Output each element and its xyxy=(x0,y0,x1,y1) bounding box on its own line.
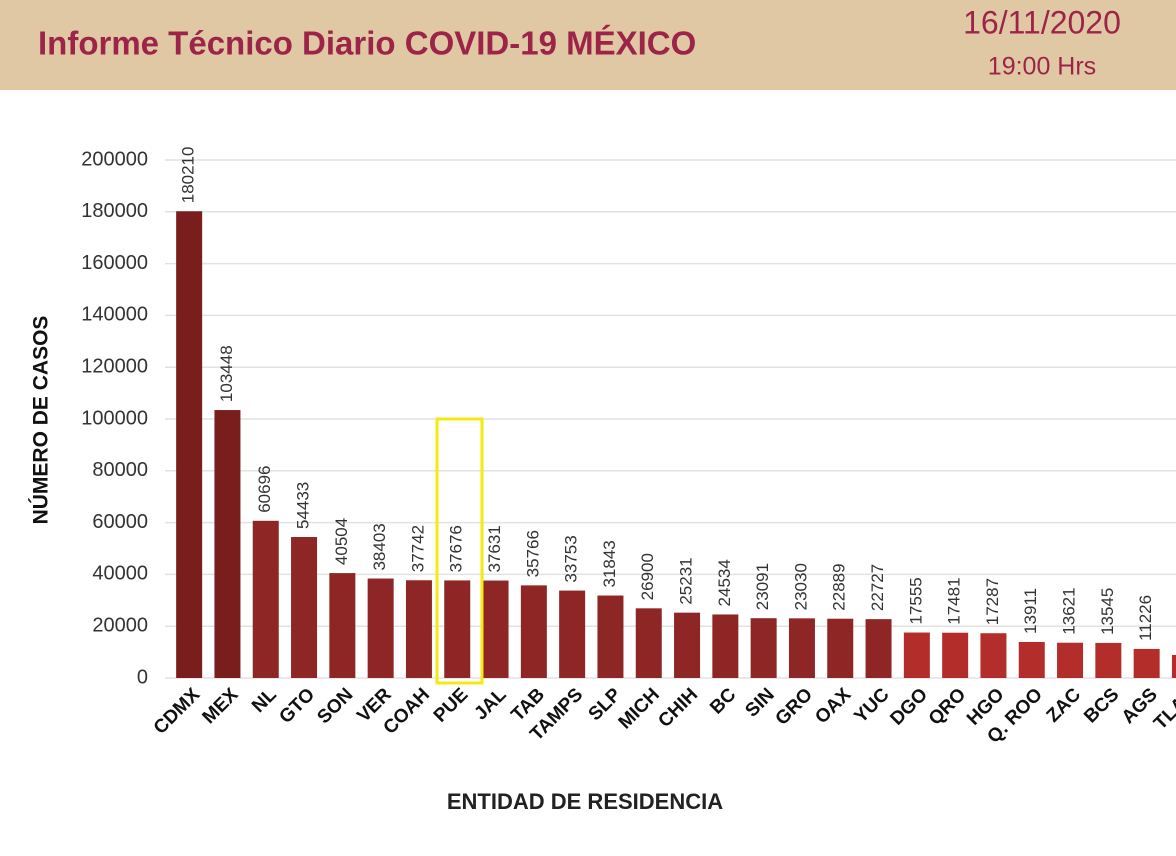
bar xyxy=(903,632,930,678)
value-label: 37631 xyxy=(485,525,504,572)
bar xyxy=(865,619,892,678)
bar xyxy=(1018,641,1045,678)
x-tick-label: MEX xyxy=(199,684,243,728)
y-tick-label: 200000 xyxy=(81,148,148,170)
x-tick-label: BCS xyxy=(1080,684,1123,727)
x-tick-label: CHIH xyxy=(654,684,702,732)
value-label: 23030 xyxy=(791,563,810,610)
value-label: 103448 xyxy=(217,345,236,402)
y-tick-label: 180000 xyxy=(81,200,148,222)
value-label: 13621 xyxy=(1060,587,1079,634)
bar xyxy=(405,580,432,678)
bar xyxy=(827,618,854,678)
x-tick-label: CDMX xyxy=(150,684,205,739)
x-tick-label: MICH xyxy=(615,684,664,733)
value-label: 25231 xyxy=(677,557,696,604)
value-label: 38403 xyxy=(370,523,389,570)
bar xyxy=(750,618,777,678)
value-label: 8900 xyxy=(1174,609,1176,647)
header-band xyxy=(0,0,1176,90)
value-label: 24534 xyxy=(715,559,734,606)
y-tick-label: 0 xyxy=(137,666,148,688)
value-label: 54433 xyxy=(294,482,313,529)
bar xyxy=(291,537,318,678)
value-label: 17287 xyxy=(983,578,1002,625)
y-tick-label: 100000 xyxy=(81,407,148,429)
y-tick-label: 60000 xyxy=(92,511,148,533)
y-axis-title: NÚMERO DE CASOS xyxy=(29,316,53,525)
bar xyxy=(1057,642,1084,678)
value-label: 23091 xyxy=(753,563,772,610)
x-tick-label: GTO xyxy=(275,684,319,728)
x-tick-label: DGO xyxy=(886,684,931,729)
x-tick-label: YUC xyxy=(850,684,893,727)
value-label: 17481 xyxy=(945,577,964,624)
bar xyxy=(1133,648,1160,678)
bar xyxy=(520,585,547,678)
bar xyxy=(942,632,969,678)
bar xyxy=(444,580,471,678)
x-tick-label: ZAC xyxy=(1043,684,1086,727)
bar xyxy=(252,520,279,678)
x-tick-label: PUE xyxy=(430,684,472,726)
y-tick-label: 160000 xyxy=(81,252,148,274)
value-label: 11226 xyxy=(1136,595,1155,641)
y-tick-label: 40000 xyxy=(92,563,148,585)
bar xyxy=(635,608,662,678)
header-date: 16/11/2020 xyxy=(963,4,1121,40)
value-label: 13545 xyxy=(1098,588,1117,635)
bar xyxy=(788,618,815,678)
value-label: 37676 xyxy=(447,525,466,572)
value-label: 35766 xyxy=(523,530,542,577)
value-label: 13911 xyxy=(1021,588,1040,634)
value-label: 180210 xyxy=(179,147,198,204)
bar xyxy=(980,633,1007,678)
value-label: 37742 xyxy=(408,525,427,572)
value-label: 40504 xyxy=(332,518,351,565)
bar xyxy=(1171,654,1176,678)
bar xyxy=(367,578,394,678)
bar xyxy=(674,612,701,678)
plot: 0 20000 40000 60000 80000 100000 120000 140000 1… xyxy=(81,147,1176,748)
value-label: 33753 xyxy=(562,535,581,582)
bar xyxy=(597,595,624,678)
x-tick-label: GRO xyxy=(772,684,817,729)
value-label: 60696 xyxy=(255,466,274,513)
x-tick-label: SON xyxy=(313,684,357,728)
bar xyxy=(1095,642,1122,678)
y-tick-label: 80000 xyxy=(92,459,148,481)
header-time: 19:00 Hrs xyxy=(988,53,1096,81)
bar xyxy=(712,614,739,678)
x-tick-label: BC xyxy=(706,684,740,718)
x-tick-label: QRO xyxy=(925,684,970,729)
value-label: 17555 xyxy=(906,577,925,624)
bar xyxy=(482,580,509,678)
bar xyxy=(176,211,203,678)
x-tick-label: JAL xyxy=(470,684,511,725)
value-label: 22727 xyxy=(868,564,887,611)
x-tick-label: OAX xyxy=(811,684,855,728)
bar xyxy=(559,590,586,678)
bar xyxy=(214,410,241,678)
y-tick-label: 140000 xyxy=(81,304,148,326)
value-label: 31843 xyxy=(600,540,619,587)
y-tick-label: 20000 xyxy=(92,614,148,636)
value-label: 22889 xyxy=(830,563,849,610)
bar xyxy=(329,573,356,678)
x-axis-title: ENTIDAD DE RESIDENCIA xyxy=(447,789,723,814)
header-title: Informe Técnico Diario COVID-19 MÉXICO xyxy=(38,25,696,62)
value-label: 26900 xyxy=(638,553,657,600)
highlight-box xyxy=(435,417,484,685)
y-tick-label: 120000 xyxy=(81,355,148,377)
